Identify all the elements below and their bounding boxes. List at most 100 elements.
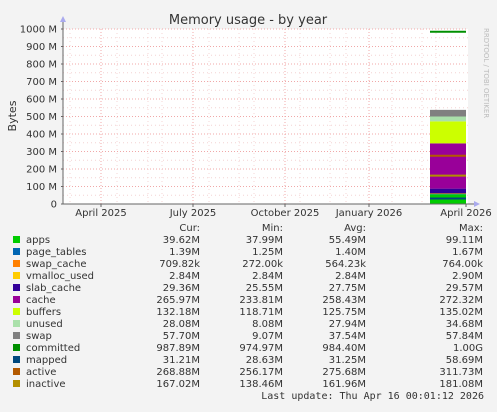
- y-tick-label: 500 M: [26, 112, 57, 123]
- legend-min-swap_cache: 272.00k: [242, 259, 283, 270]
- legend-avg-cache: 258.43M: [322, 295, 366, 306]
- legend-cur-inactive: 167.02M: [156, 379, 200, 390]
- legend-max-apps: 99.11M: [446, 235, 483, 246]
- legend-header: Avg:: [344, 223, 366, 234]
- y-tick-label: 200 M: [26, 165, 57, 176]
- legend-name-committed: committed: [26, 343, 80, 354]
- legend-name-slab_cache: slab_cache: [26, 283, 81, 294]
- legend-cur-buffers: 132.18M: [156, 307, 200, 318]
- x-tick-label: April 2025: [75, 208, 126, 219]
- legend-name-vmalloc_used: vmalloc_used: [26, 271, 94, 282]
- x-tick-label: April 2026: [440, 208, 491, 219]
- y-tick-labels: 0 100 M 200 M 300 M 400 M 500 M 600 M 700 M 800 …: [20, 25, 57, 211]
- legend-max-vmalloc_used: 2.90M: [452, 271, 483, 282]
- legend-max-page_tables: 1.67M: [452, 247, 483, 258]
- legend-max-active: 311.73M: [439, 367, 483, 378]
- legend-avg-inactive: 161.96M: [322, 379, 366, 390]
- y-tick-label: 700 M: [26, 77, 57, 88]
- legend-min-committed: 974.97M: [239, 343, 283, 354]
- legend-name-swap_cache: swap_cache: [26, 259, 86, 270]
- y-tick-label: 300 M: [26, 147, 57, 158]
- legend-cur-swap: 57.70M: [163, 331, 200, 342]
- y-tick-label: 100 M: [26, 182, 57, 193]
- legend-swatch-page_tables: [13, 248, 20, 255]
- legend-max-slab_cache: 29.57M: [446, 283, 483, 294]
- legend-cur-committed: 987.89M: [156, 343, 200, 354]
- legend-cur-page_tables: 1.39M: [169, 247, 200, 258]
- y-axis-label: Bytes: [6, 100, 19, 131]
- legend-cur-swap_cache: 709.82k: [159, 259, 200, 270]
- legend-min-page_tables: 1.25M: [252, 247, 283, 258]
- y-tick-label: 400 M: [26, 130, 57, 141]
- legend-avg-swap: 37.54M: [329, 331, 366, 342]
- legend-name-buffers: buffers: [26, 307, 61, 318]
- watermark: RRDTOOL / TOBI OETIKER: [482, 28, 490, 118]
- x-tick-label: July 2025: [169, 208, 217, 219]
- area-unused: [430, 116, 466, 121]
- legend-name-cache: cache: [26, 295, 56, 306]
- legend-swatch-committed: [13, 344, 20, 351]
- y-tick-label: 1000 M: [20, 25, 57, 36]
- legend-max-committed: 1.00G: [453, 343, 483, 354]
- legend-swatch-active: [13, 368, 20, 375]
- legend-name-swap: swap: [26, 331, 52, 342]
- legend-avg-mapped: 31.25M: [329, 355, 366, 366]
- legend-avg-swap_cache: 564.23k: [325, 259, 366, 270]
- legend-min-slab_cache: 25.55M: [246, 283, 283, 294]
- legend-min-swap: 9.07M: [252, 331, 283, 342]
- legend-name-apps: apps: [26, 235, 50, 246]
- legend-swatch-apps: [13, 236, 20, 243]
- legend-cur-mapped: 31.21M: [163, 355, 200, 366]
- x-tick-label: October 2025: [251, 208, 320, 219]
- legend-max-cache: 272.32M: [439, 295, 483, 306]
- legend-cur-active: 268.88M: [156, 367, 200, 378]
- legend-header: Min:: [262, 223, 283, 234]
- y-tick-label: 800 M: [26, 60, 57, 71]
- legend-max-swap_cache: 764.00k: [442, 259, 483, 270]
- legend-name-mapped: mapped: [26, 355, 67, 366]
- legend-swatch-unused: [13, 320, 20, 327]
- legend-max-swap: 57.84M: [446, 331, 483, 342]
- legend-avg-unused: 27.94M: [329, 319, 366, 330]
- legend-min-cache: 233.81M: [239, 295, 283, 306]
- legend-cur-cache: 265.97M: [156, 295, 200, 306]
- legend-max-inactive: 181.08M: [439, 379, 483, 390]
- legend-name-unused: unused: [26, 319, 63, 330]
- legend-header: Max:: [459, 223, 483, 234]
- legend-min-vmalloc_used: 2.84M: [252, 271, 283, 282]
- legend-cur-vmalloc_used: 2.84M: [169, 271, 200, 282]
- legend-swatch-buffers: [13, 308, 20, 315]
- legend-max-mapped: 58.69M: [446, 355, 483, 366]
- legend-swatch-inactive: [13, 380, 20, 387]
- area-swap: [430, 110, 466, 117]
- area-buffers: [430, 121, 466, 143]
- legend-name-active: active: [26, 367, 56, 378]
- legend-min-buffers: 118.71M: [239, 307, 283, 318]
- y-tick-label: 600 M: [26, 95, 57, 106]
- legend-cur-slab_cache: 29.36M: [163, 283, 200, 294]
- legend-swatch-swap_cache: [13, 260, 20, 267]
- stacked-areas: [430, 110, 466, 204]
- legend-cur-unused: 28.08M: [163, 319, 200, 330]
- legend-min-inactive: 138.46M: [239, 379, 283, 390]
- legend-swatch-slab_cache: [13, 284, 20, 291]
- x-axis-arrow: [474, 201, 480, 207]
- legend-avg-page_tables: 1.40M: [335, 247, 366, 258]
- y-tick-label: 0: [51, 200, 57, 211]
- legend-avg-committed: 984.40M: [322, 343, 366, 354]
- legend-avg-slab_cache: 27.75M: [329, 283, 366, 294]
- y-axis-arrow: [60, 16, 66, 22]
- y-tick-label: 900 M: [26, 42, 57, 53]
- chart-title: Memory usage - by year: [169, 13, 328, 28]
- area-cache: [430, 143, 466, 188]
- legend-avg-apps: 55.49M: [329, 235, 366, 246]
- legend-name-page_tables: page_tables: [26, 247, 87, 258]
- legend-avg-active: 275.68M: [322, 367, 366, 378]
- legend-cur-apps: 39.62M: [163, 235, 200, 246]
- legend-header: Cur:: [179, 223, 200, 234]
- legend-min-active: 256.17M: [239, 367, 283, 378]
